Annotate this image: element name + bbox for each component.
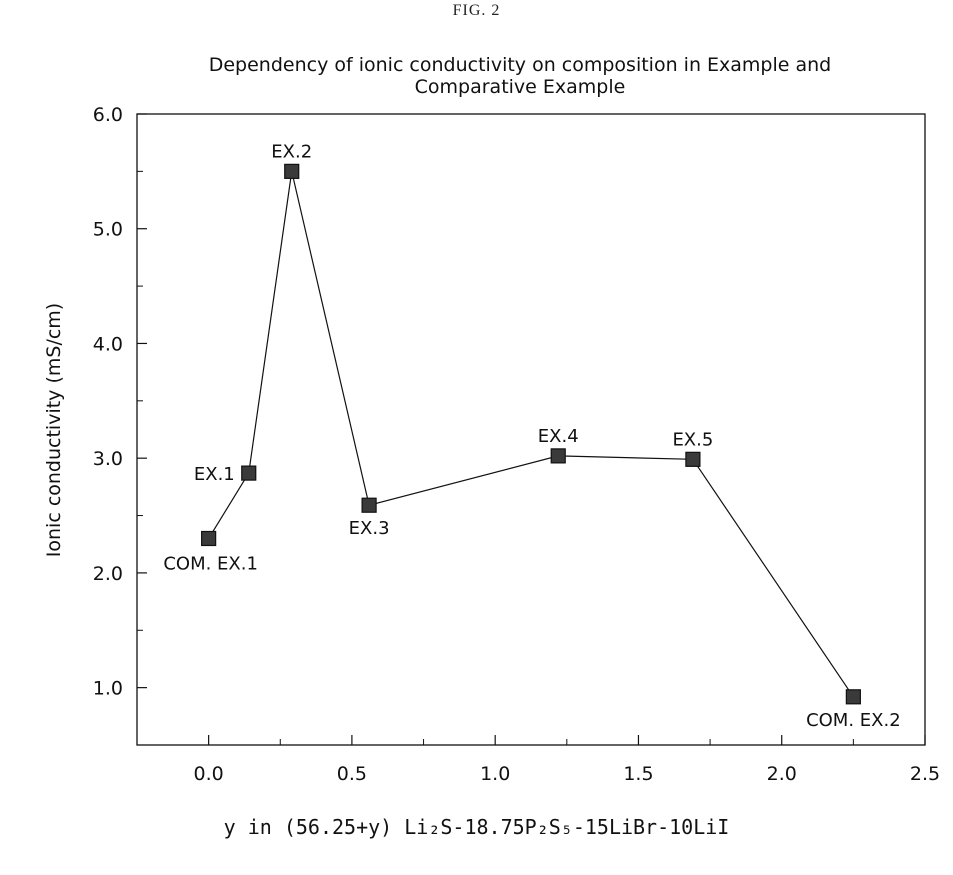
data-point-marker [846, 690, 860, 704]
point-label: EX.3 [349, 518, 390, 539]
data-point-marker [242, 466, 256, 480]
x-tick-label: 1.5 [623, 763, 653, 785]
x-axis-label: y in (56.25+y) Li₂S-18.75P₂S₅-15LiBr-10L… [0, 815, 953, 839]
data-point-marker [686, 452, 700, 466]
point-label: EX.4 [538, 426, 579, 447]
data-point-marker [202, 531, 216, 545]
x-tick-label: 0.5 [337, 763, 367, 785]
point-label: COM. EX.2 [806, 710, 901, 731]
x-tick-label: 1.0 [480, 763, 510, 785]
y-tick-label: 1.0 [93, 678, 123, 700]
y-axis-ticks: 1.0 2.0 3.0 4.0 5.0 6.0 [93, 104, 147, 700]
point-labels: COM. EX.1 EX.1 EX.2 EX.3 EX.4 EX.5 COM. EX.2 [163, 141, 900, 730]
y-tick-label: 5.0 [93, 219, 123, 241]
y-tick-label: 6.0 [93, 104, 123, 126]
data-point-marker [285, 164, 299, 178]
point-label: COM. EX.1 [163, 553, 258, 574]
y-axis-label: Ionic conductivity (mS/cm) [43, 303, 65, 557]
point-label: EX.5 [672, 429, 713, 450]
point-label: EX.1 [194, 464, 235, 485]
point-label: EX.2 [271, 141, 312, 162]
series-line [209, 171, 854, 696]
y-tick-label: 3.0 [93, 448, 123, 470]
data-point-marker [551, 449, 565, 463]
y-tick-label: 4.0 [93, 333, 123, 355]
data-point-marker [362, 498, 376, 512]
x-tick-label: 2.5 [910, 763, 940, 785]
x-tick-label: 0.0 [194, 763, 224, 785]
x-axis-ticks: 0.0 0.5 1.0 1.5 2.0 2.5 [137, 735, 940, 785]
x-tick-label: 2.0 [767, 763, 797, 785]
y-tick-label: 2.0 [93, 563, 123, 585]
data-markers [202, 164, 861, 703]
